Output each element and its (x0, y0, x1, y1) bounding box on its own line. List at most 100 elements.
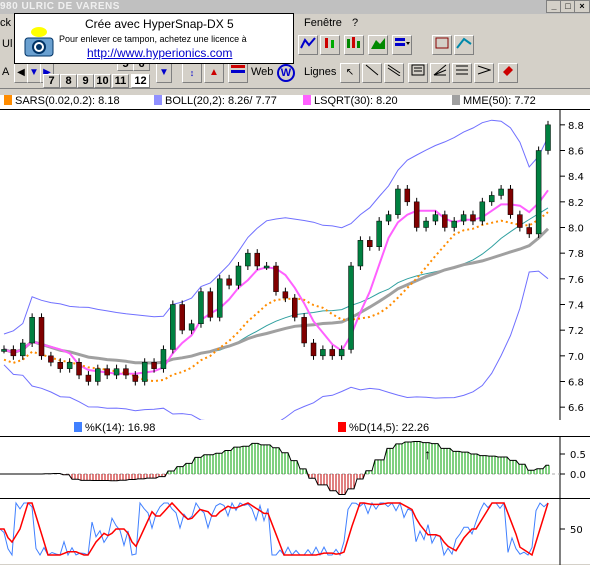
price-tick-label: 8.0 (568, 224, 584, 235)
stamp-link[interactable]: http://www.hyperionics.com (87, 46, 233, 60)
close-button[interactable]: × (574, 0, 590, 13)
candle-body (188, 323, 195, 331)
period-button-9[interactable]: 9 (77, 74, 94, 88)
period-button-10[interactable]: 10 (94, 74, 111, 88)
candle-body (348, 265, 354, 350)
sars-line (3, 211, 549, 383)
price-panel: SARS(0.02,0.2): 8.18 BOLL(20,2): 8.26/ 7… (0, 95, 590, 438)
ray-tool-icon[interactable] (474, 63, 494, 83)
legend-sars: SARS(0.02,0.2): 8.18 (4, 95, 120, 107)
menu-item-ck[interactable]: ck (0, 17, 11, 29)
menu-item-help[interactable]: ? (352, 17, 359, 29)
line-chart-button[interactable] (298, 35, 318, 55)
candle-body (451, 220, 457, 228)
candle-body (367, 240, 373, 247)
fibonacci-tool-icon[interactable] (452, 63, 472, 83)
stamp-title: Crée avec HyperSnap-DX 5 (85, 17, 234, 31)
arrow-left-icon[interactable]: ◀ (14, 63, 28, 83)
draw-tool-button[interactable] (454, 35, 474, 55)
candle-body (470, 214, 476, 222)
candle-body (263, 265, 270, 269)
style-menu-button[interactable] (392, 35, 412, 55)
candle-body (413, 201, 420, 228)
arrow-down-icon[interactable]: ▼ (27, 63, 41, 83)
candle-chart-button[interactable] (320, 35, 340, 55)
price-tick-label: 7.4 (568, 301, 584, 312)
a-label: A (2, 66, 10, 78)
candle-body (29, 317, 35, 344)
candle-body (254, 252, 260, 267)
price-tick-label: 8.6 (568, 147, 584, 158)
candle-body (338, 349, 345, 357)
web-icon[interactable]: W (277, 64, 295, 82)
candle-body (329, 349, 336, 357)
period-button-8[interactable]: 8 (60, 74, 77, 88)
candle-body (479, 201, 486, 222)
menu-item-fenetre[interactable]: Fenêtre (304, 17, 342, 29)
candle-body (179, 304, 185, 331)
candle-body (460, 214, 467, 222)
candle-body (104, 368, 110, 376)
candle-body (48, 355, 54, 363)
bar-chart-button[interactable] (344, 35, 364, 55)
candle-body (85, 374, 92, 382)
oscillator-chart: 0.5 0.0 ↑ (0, 437, 586, 499)
eraser-icon[interactable] (498, 63, 518, 83)
stochastic-chart: 50 (0, 499, 583, 565)
candle-body (1, 349, 7, 352)
fan-tool-icon[interactable] (430, 63, 450, 83)
mme-line (3, 227, 550, 365)
candle-body (151, 362, 157, 369)
candle-body (320, 349, 326, 357)
candle-body (310, 342, 317, 357)
stoch-d-line (0, 501, 549, 557)
candle-body (245, 252, 251, 267)
stoch-tick-label: 50 (570, 525, 583, 536)
expand-down-icon[interactable]: ▼ (156, 63, 172, 83)
candle-body (507, 188, 514, 215)
candle-body (526, 227, 532, 235)
price-tick-label: 6.8 (568, 378, 584, 389)
zoom-button[interactable] (432, 35, 452, 55)
price-tick-label: 8.2 (568, 198, 584, 209)
cursor-icon[interactable]: ↖ (340, 63, 360, 83)
text-tool-icon[interactable] (408, 63, 428, 83)
window-title: 980 ULRIC DE VARENS (0, 1, 120, 12)
price-tick-label: 6.6 (568, 403, 584, 414)
osc-tick-label: 0.5 (570, 450, 586, 461)
price-tick-label: 8.8 (568, 121, 584, 132)
stoch-k-line (0, 501, 549, 557)
candle-body (292, 297, 298, 318)
candle-body (488, 195, 495, 203)
line-tool-icon[interactable] (362, 63, 382, 83)
price-tick-label: 7.8 (568, 249, 584, 260)
osc-tick-label: 0.0 (570, 470, 586, 481)
legend-lsqrt: LSQRT(30): 8.20 (303, 95, 398, 107)
period-button-7[interactable]: 7 (43, 74, 60, 88)
candle-body (123, 368, 129, 376)
candle-body (282, 291, 289, 299)
price-tick-label: 7.2 (568, 326, 584, 337)
candle-body (10, 349, 17, 357)
symbol-field[interactable]: Ul (2, 38, 13, 50)
candle-body (20, 342, 26, 357)
period-button-11[interactable]: 11 (112, 74, 129, 88)
stochastic-panel: 50 (0, 498, 590, 565)
candle-body (76, 362, 82, 376)
sort-icon[interactable]: ↕ (182, 63, 202, 83)
candle-body (216, 278, 223, 318)
mountain-chart-button[interactable] (368, 35, 388, 55)
candle-body (141, 362, 148, 382)
stamp-notice: Pour enlever ce tampon, achetez une lice… (59, 34, 247, 44)
period-button-12[interactable]: 12 (131, 74, 150, 88)
parallel-tool-icon[interactable] (384, 63, 404, 83)
candle-body (235, 265, 242, 286)
hypersnap-stamp: Crée avec HyperSnap-DX 5 Pour enlever ce… (14, 13, 294, 64)
legend-mme: MME(50): 7.72 (452, 95, 536, 107)
candle-body (57, 362, 64, 369)
candle-body (226, 278, 232, 286)
candle-body (517, 214, 523, 228)
candle-body (404, 188, 411, 203)
lines-icon[interactable] (228, 63, 248, 83)
level-icon[interactable]: ▲ (204, 63, 224, 83)
